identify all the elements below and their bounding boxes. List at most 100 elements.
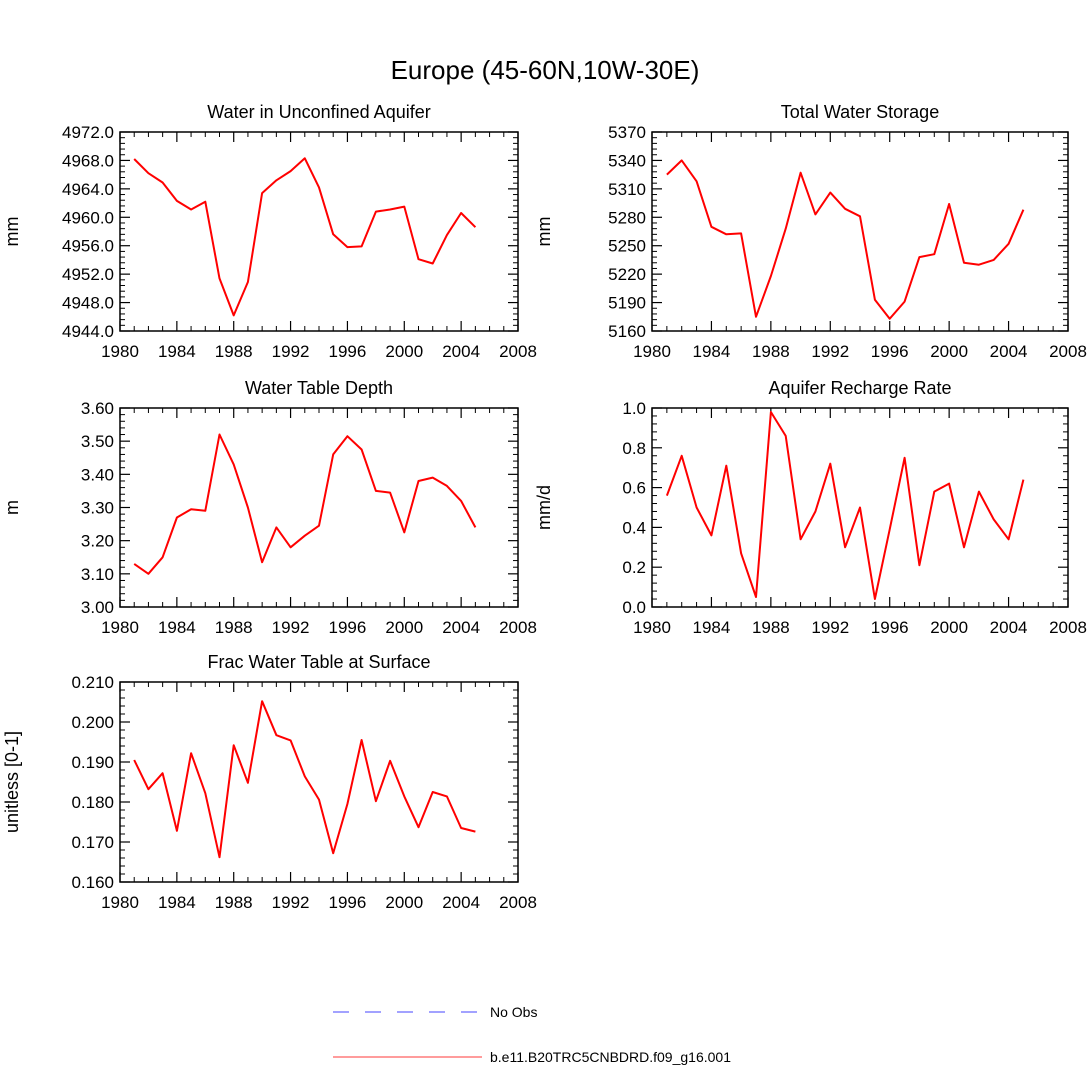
x-tick-label: 2008 <box>1049 618 1087 637</box>
x-tick-label: 1984 <box>693 618 731 637</box>
y-tick-label: 4952.0 <box>62 265 114 284</box>
x-tick-label: 1984 <box>158 618 196 637</box>
y-tick-label: 3.00 <box>81 598 114 617</box>
x-tick-label: 1992 <box>811 618 849 637</box>
x-tick-label: 1980 <box>633 342 671 361</box>
x-tick-label: 1996 <box>871 342 909 361</box>
y-tick-label: 5160 <box>608 322 646 341</box>
panel-wtd: Water Table Depth m 1980 1984 1988 1992 1996 20… <box>2 378 537 637</box>
y-tick-label: 4948.0 <box>62 294 114 313</box>
panel-title: Water Table Depth <box>245 378 393 398</box>
y-tick-label: 1.0 <box>622 399 646 418</box>
x-tick-label: 2004 <box>442 893 480 912</box>
y-tick-label: 5190 <box>608 294 646 313</box>
y-tick-label: 5340 <box>608 151 646 170</box>
y-tick-label: 3.60 <box>81 399 114 418</box>
panel-title: Water in Unconfined Aquifer <box>207 102 430 122</box>
x-tick-label: 1988 <box>752 342 790 361</box>
x-tick-label: 2008 <box>1049 342 1087 361</box>
panel-storage: Total Water Storage mm 1980 1984 1988 1992 199… <box>534 102 1087 361</box>
series-line <box>133 433 477 575</box>
figure-title: Europe (45-60N,10W-30E) <box>391 55 700 85</box>
x-tick-label: 1984 <box>693 342 731 361</box>
x-tick-label: 1984 <box>158 893 196 912</box>
y-tick-label: 5370 <box>608 123 646 142</box>
x-tick-label: 1980 <box>101 342 139 361</box>
plot-frame <box>119 681 519 883</box>
y-tick-label: 3.10 <box>81 565 114 584</box>
panel-title: Total Water Storage <box>781 102 939 122</box>
y-tick-label: 0.200 <box>71 713 114 732</box>
x-tick-label: 2008 <box>499 342 537 361</box>
y-tick-label: 0.4 <box>622 518 646 537</box>
x-tick-label: 2008 <box>499 618 537 637</box>
panel-title: Frac Water Table at Surface <box>207 652 430 672</box>
y-tick-label: 5250 <box>608 237 646 256</box>
x-tick-label: 2004 <box>442 342 480 361</box>
x-tick-label: 1992 <box>811 342 849 361</box>
x-tick-label: 1996 <box>329 342 367 361</box>
x-tick-label: 2000 <box>930 618 968 637</box>
y-tick-label: 3.30 <box>81 499 114 518</box>
series-line <box>133 700 476 859</box>
y-tick-label: 0.180 <box>71 793 114 812</box>
x-tick-label: 2004 <box>990 618 1028 637</box>
x-tick-label: 1980 <box>101 618 139 637</box>
x-tick-label: 1988 <box>215 342 253 361</box>
x-tick-label: 1984 <box>158 342 196 361</box>
plot-frame <box>119 407 519 608</box>
legend: No Obs b.e11.B20TRC5CNBDRD.f09_g16.001 <box>333 1004 731 1065</box>
x-tick-label: 1996 <box>329 893 367 912</box>
y-axis-label: m <box>2 500 22 515</box>
series-line <box>666 159 1025 320</box>
y-tick-label: 0.190 <box>71 753 114 772</box>
y-axis-label: mm/d <box>534 485 554 530</box>
x-tick-label: 2000 <box>385 618 423 637</box>
y-tick-label: 0.170 <box>71 833 114 852</box>
y-tick-label: 0.6 <box>622 479 646 498</box>
y-tick-label: 4944.0 <box>62 322 114 341</box>
plot-frame <box>119 131 519 332</box>
y-tick-label: 0.2 <box>622 558 646 577</box>
y-tick-label: 4968.0 <box>62 151 114 170</box>
y-tick-label: 3.50 <box>81 432 114 451</box>
y-axis-label: unitless [0-1] <box>2 731 22 833</box>
x-tick-label: 2000 <box>930 342 968 361</box>
x-tick-label: 1988 <box>215 618 253 637</box>
y-tick-label: 0.160 <box>71 873 114 892</box>
y-axis-label: mm <box>2 217 22 247</box>
x-tick-label: 1996 <box>329 618 367 637</box>
y-axis-label: mm <box>534 217 554 247</box>
y-tick-label: 5280 <box>608 208 646 227</box>
legend-label-no-obs: No Obs <box>490 1004 537 1020</box>
panel-title: Aquifer Recharge Rate <box>768 378 951 398</box>
x-tick-label: 1992 <box>272 893 310 912</box>
y-tick-label: 4964.0 <box>62 180 114 199</box>
x-tick-label: 2000 <box>385 893 423 912</box>
y-tick-label: 4972.0 <box>62 123 114 142</box>
panels: Water in Unconfined Aquifer mm 1980 1984 198… <box>2 102 1087 912</box>
y-tick-label: 5220 <box>608 265 646 284</box>
x-tick-label: 2004 <box>442 618 480 637</box>
plot-frame <box>651 131 1069 332</box>
x-tick-label: 1988 <box>215 893 253 912</box>
x-tick-label: 2004 <box>990 342 1028 361</box>
x-tick-label: 1980 <box>101 893 139 912</box>
x-tick-label: 2008 <box>499 893 537 912</box>
panel-frac: Frac Water Table at Surface unitless [0-1… <box>2 652 537 912</box>
x-tick-label: 2000 <box>385 342 423 361</box>
y-tick-label: 3.20 <box>81 532 114 551</box>
y-tick-label: 4956.0 <box>62 237 114 256</box>
y-tick-label: 0.210 <box>71 673 114 692</box>
x-tick-label: 1988 <box>752 618 790 637</box>
y-tick-label: 5310 <box>608 180 646 199</box>
y-tick-label: 0.0 <box>622 598 646 617</box>
series-line <box>133 157 477 317</box>
x-tick-label: 1996 <box>871 618 909 637</box>
x-tick-label: 1992 <box>272 342 310 361</box>
panel-unconfined: Water in Unconfined Aquifer mm 1980 1984 198… <box>2 102 537 361</box>
panel-recharge: Aquifer Recharge Rate mm/d 1980 1984 1988 199… <box>534 378 1087 637</box>
legend-label-model: b.e11.B20TRC5CNBDRD.f09_g16.001 <box>490 1049 731 1065</box>
y-tick-label: 3.40 <box>81 465 114 484</box>
